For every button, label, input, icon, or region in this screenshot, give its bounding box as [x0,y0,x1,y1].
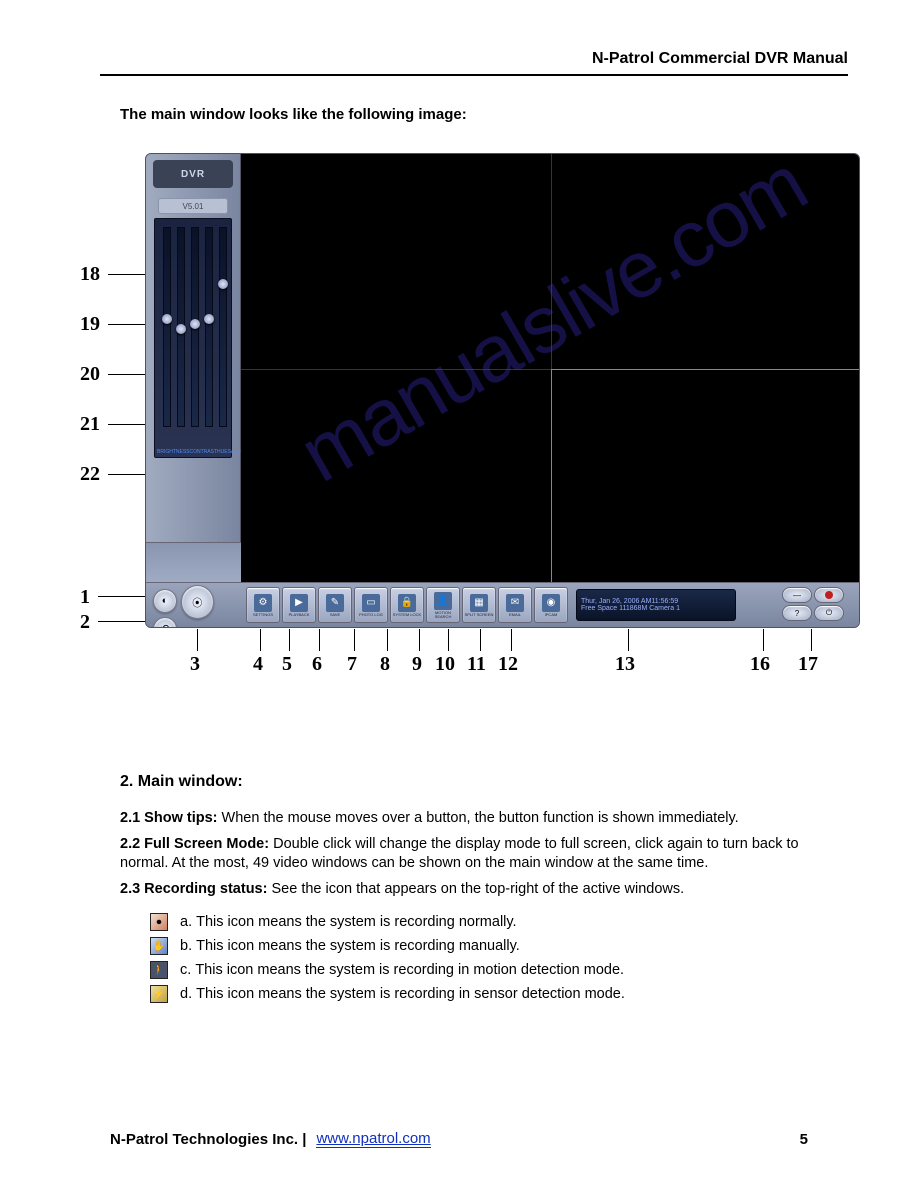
slider-contrast[interactable] [176,324,186,334]
round-btn-main[interactable]: ⦿ [181,585,214,619]
callout-5: 5 [282,653,292,676]
slider-hue[interactable] [190,319,200,329]
dvr-main-window: DVR V5.01 BRIGHTNESS CONTRAST [145,153,860,628]
slider-labels: BRIGHTNESS CONTRAST HUE SATURATION VOLUM… [157,449,229,455]
grid-icon: ▦ [470,594,488,612]
lock-icon: 🔒 [398,594,416,612]
callout-21: 21 [80,413,100,436]
icon-row-b: ✋ b. This icon means the system is recor… [150,937,840,955]
tool-email[interactable]: ✉EMAIL [498,587,532,623]
footer-page-number: 5 [800,1131,848,1148]
power-button[interactable]: ⏻ [814,605,844,621]
photo-icon: ▭ [362,594,380,612]
min-button[interactable]: — [782,587,812,603]
recording-motion-icon: 🚶 [150,961,168,979]
callout-17: 17 [798,653,818,676]
slider-panel: BRIGHTNESS CONTRAST HUE SATURATION VOLUM… [154,218,232,458]
email-icon: ✉ [506,594,524,612]
save-icon: ✎ [326,594,344,612]
toolbar: ⚙SETTINGS ▶PLAYBACK ✎SAVE ▭PHOTO LOG 🔒SY… [246,587,568,623]
camera-icon: ◉ [542,594,560,612]
callout-8: 8 [380,653,390,676]
tool-save[interactable]: ✎SAVE [318,587,352,623]
callout-13: 13 [615,653,635,676]
callout-22: 22 [80,463,100,486]
tool-motion[interactable]: 👤MOTION SEARCH [426,587,460,623]
footer-link[interactable]: www.npatrol.com [316,1130,430,1148]
tool-playback[interactable]: ▶PLAYBACK [282,587,316,623]
motion-icon: 👤 [434,592,452,610]
header-title: N-Patrol Commercial DVR Manual [100,50,848,76]
icon-row-a: ⏺ a. This icon means the system is recor… [150,913,840,931]
page-footer: N-Patrol Technologies Inc. | www.npatrol… [110,1130,848,1148]
slider-brightness[interactable] [162,314,172,324]
callout-3: 3 [190,653,200,676]
help-button[interactable]: ? [782,605,812,621]
icon-legend-list: ⏺ a. This icon means the system is recor… [150,913,840,1003]
callout-1: 1 [80,586,90,609]
right-button-group: — ? ⏻ [782,587,854,621]
para-2-3: 2.3 Recording status: See the icon that … [120,880,840,900]
dvr-logo: DVR [153,160,233,188]
close-button[interactable] [814,587,844,603]
callout-16: 16 [750,653,770,676]
callout-18: 18 [80,263,100,286]
status-datetime: Thur, Jan 26, 2006 AM11:56:59 [581,598,731,605]
status-display: Thur, Jan 26, 2006 AM11:56:59 Free Space… [576,589,736,621]
dvr-version: V5.01 [158,198,228,214]
recording-sensor-icon: ⚡ [150,985,168,1003]
para-2-2: 2.2 Full Screen Mode: Double click will … [120,835,840,874]
callout-2: 2 [80,611,90,634]
icon-row-c: 🚶 c. This icon means the system is recor… [150,961,840,979]
callout-11: 11 [467,653,486,676]
slider-volume[interactable] [218,279,228,289]
slider-saturation[interactable] [204,314,214,324]
dvr-sidebar: DVR V5.01 BRIGHTNESS CONTRAST [146,154,241,584]
dvr-bottom-bar: ◐ ⦿ ⟲ ⚙SETTINGS ▶PLAYBACK ✎SAVE ▭PHOTO L… [146,582,859,627]
tool-ipcam[interactable]: ◉IPCAM [534,587,568,623]
section-heading: 2. Main window: [120,773,840,791]
play-icon: ▶ [290,594,308,612]
section-main-window: 2. Main window: 2.1 Show tips: When the … [120,773,840,1003]
tool-split[interactable]: ▦SPLIT SCREEN [462,587,496,623]
callout-7: 7 [347,653,357,676]
intro-text: The main window looks like the following… [120,106,848,123]
icon-row-d: ⚡ d. This icon means the system is recor… [150,985,840,1003]
status-freespace: Free Space 111868M Camera 1 [581,605,731,612]
tool-lock[interactable]: 🔒SYSTEM LOCK [390,587,424,623]
callout-19: 19 [80,313,100,336]
callout-4: 4 [253,653,263,676]
recording-normal-icon: ⏺ [150,913,168,931]
callout-20: 20 [80,363,100,386]
tool-photo[interactable]: ▭PHOTO LOG [354,587,388,623]
footer-company: N-Patrol Technologies Inc. | [110,1131,306,1148]
callout-10: 10 [435,653,455,676]
callout-12: 12 [498,653,518,676]
para-2-1: 2.1 Show tips: When the mouse moves over… [120,809,840,829]
callout-9: 9 [412,653,422,676]
tool-settings[interactable]: ⚙SETTINGS [246,587,280,623]
callout-6: 6 [312,653,322,676]
video-grid[interactable] [241,154,860,584]
round-btn-1[interactable]: ◐ [153,589,177,613]
screenshot-figure: 18 19 20 21 22 1 2 3 4 5 6 7 8 9 10 11 1… [90,153,860,713]
gear-icon: ⚙ [254,594,272,612]
recording-manual-icon: ✋ [150,937,168,955]
